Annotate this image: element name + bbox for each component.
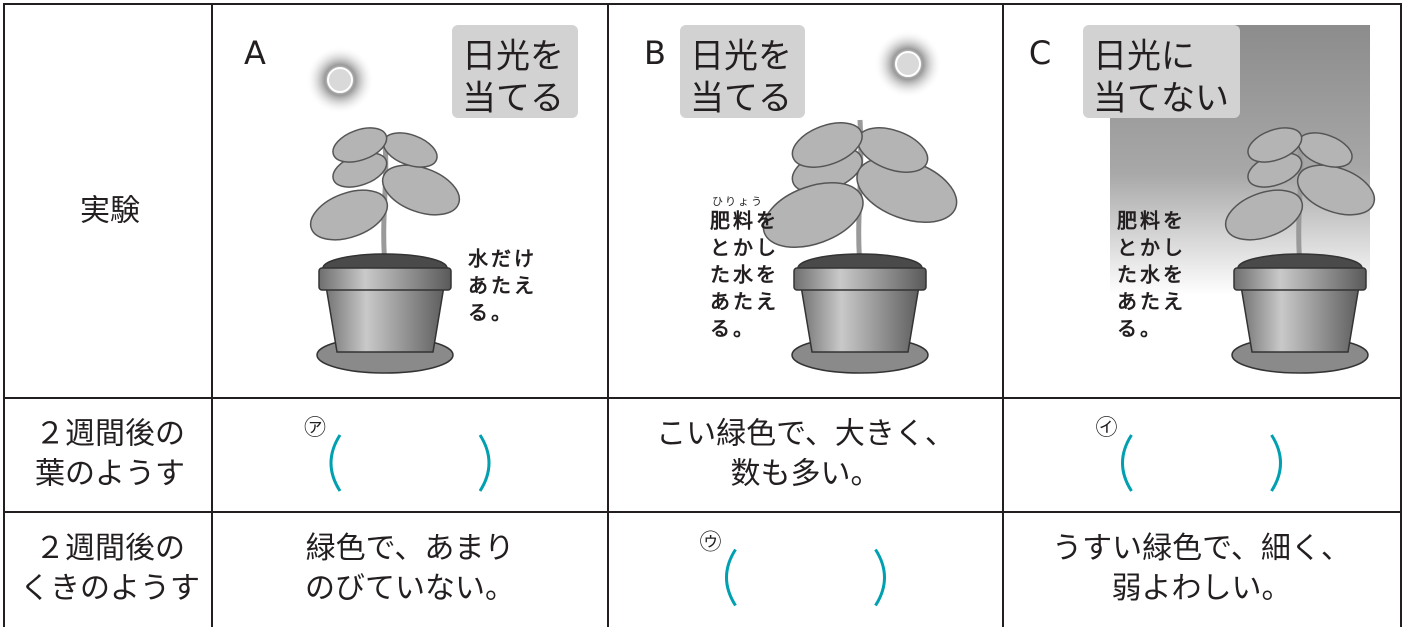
row-label: くきのようす: [20, 571, 200, 606]
paren: [1121, 434, 1133, 492]
sunlight-text: 当てる: [462, 79, 564, 119]
cell-text: こい緑色で、大きく、: [656, 417, 955, 452]
leaf: [1296, 164, 1376, 216]
sunlight-text: 当てない: [1093, 79, 1229, 119]
cell-text: 弱よわしい。: [1112, 571, 1292, 606]
note: る。: [1117, 317, 1163, 341]
ruby: ひりょう: [712, 195, 764, 208]
answer-marker: ㋒: [699, 531, 721, 556]
sunlight-text: 当てる: [690, 79, 792, 119]
note: る。: [468, 301, 514, 325]
paren: [329, 434, 342, 492]
plant: [762, 119, 958, 374]
header-label: 実験: [80, 194, 140, 229]
leaf: [791, 122, 863, 168]
leaf: [332, 127, 388, 163]
leaf: [381, 164, 461, 216]
paren: [478, 434, 491, 492]
leaf: [1224, 189, 1304, 241]
note: とかし: [710, 236, 779, 260]
sunlight-box: [1083, 25, 1240, 118]
note: あたえ: [468, 274, 537, 298]
leaf: [762, 182, 864, 248]
row-label: 葉のようす: [35, 457, 185, 492]
cell-text: のびていない。: [305, 571, 515, 606]
answer-marker: ㋐: [304, 416, 326, 441]
sunlight-text: 日光を: [462, 37, 564, 77]
plant: [309, 127, 461, 374]
sunlight-text: 日光を: [690, 37, 792, 77]
note: た水を: [1117, 263, 1186, 287]
paren: [725, 548, 737, 607]
note: とかし: [1117, 236, 1186, 260]
paren: [874, 548, 886, 607]
sunlight-box: [452, 25, 578, 118]
paren: [1270, 434, 1282, 492]
table-grid: [3, 3, 1402, 627]
experiment-letter: C: [1029, 34, 1051, 72]
sun: [327, 67, 353, 93]
row-label: ２週間後の: [35, 417, 185, 452]
leaf: [1247, 127, 1303, 163]
note: 肥料を: [1117, 209, 1186, 233]
note: あたえ: [710, 290, 779, 314]
pot-rim: [1233, 267, 1367, 291]
cell-text: 数も多い。: [731, 457, 881, 492]
plant: [1224, 127, 1376, 374]
row-label: ２週間後の: [35, 531, 185, 566]
note: あたえ: [1117, 290, 1186, 314]
sunlight-box: [680, 25, 805, 118]
experiment-letter: B: [644, 34, 666, 72]
pot-rim: [318, 267, 452, 291]
note: 水だけ: [468, 247, 537, 271]
cell-text: 緑色で、あまり: [306, 531, 515, 566]
sun: [895, 51, 921, 77]
answer-marker: ㋑: [1095, 416, 1117, 441]
note: た水を: [710, 263, 779, 287]
pot-rim: [793, 267, 927, 291]
sunlight-text: 日光に: [1093, 37, 1195, 77]
leaf: [309, 189, 389, 241]
note: 肥料を: [710, 209, 779, 233]
cell-text: うすい緑色で、細く、: [1052, 531, 1351, 566]
experiment-letter: A: [244, 34, 266, 72]
note: る。: [710, 317, 756, 341]
